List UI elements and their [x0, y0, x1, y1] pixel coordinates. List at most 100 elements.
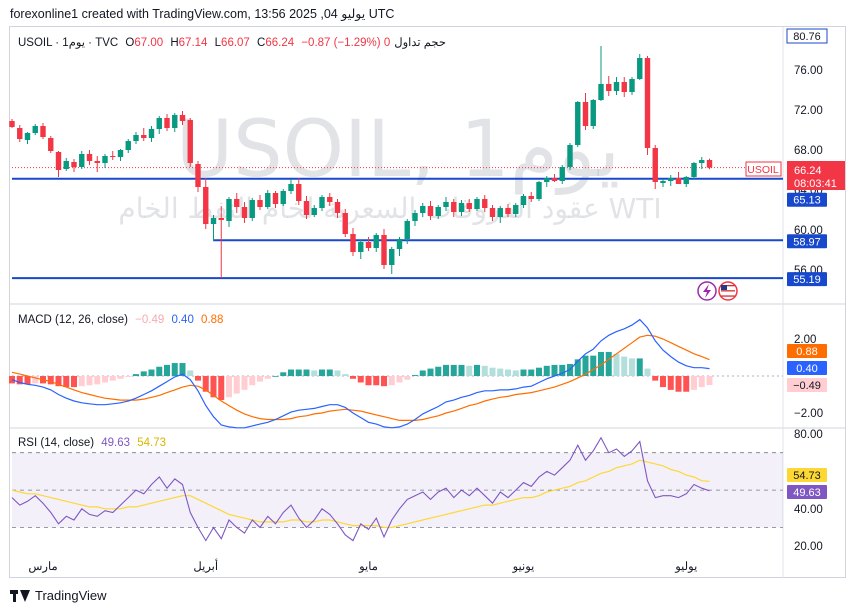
- macd-histogram-bar: [396, 376, 403, 383]
- tradingview-logo-icon: [10, 589, 30, 602]
- candle-body: [241, 207, 248, 218]
- price-high-badge-frame: [786, 28, 828, 44]
- candle-body: [94, 161, 100, 163]
- candle-body: [32, 126, 38, 133]
- candle-body: [559, 167, 565, 181]
- macd-signal-badge-bg: [787, 344, 827, 358]
- candle-body: [683, 177, 689, 184]
- candle-body: [71, 162, 77, 167]
- footer-brand[interactable]: TradingView: [10, 588, 107, 603]
- macd-histogram-bar: [598, 351, 604, 376]
- candle-body: [55, 152, 62, 170]
- macd-histogram-bar: [226, 376, 232, 398]
- time-axis-label: مايو: [358, 560, 378, 573]
- candle-body: [396, 239, 403, 249]
- symbol-badge: USOIL: [747, 164, 779, 176]
- macd-histogram-bar: [528, 369, 535, 376]
- candle-body: [420, 206, 426, 213]
- brand-name: TradingView: [35, 588, 107, 603]
- macd-histogram-bar: [373, 376, 380, 386]
- rsi-pane: 80.00 40.00 20.00: [11, 429, 823, 553]
- candle-body: [110, 156, 116, 157]
- volume-value: 0: [383, 37, 391, 49]
- flag-stripe: [721, 290, 735, 292]
- symbol-badge-bg: [745, 161, 782, 177]
- macd-histogram-bar: [605, 351, 612, 376]
- macd-line: [11, 318, 710, 429]
- macd-pane: 2.00 −2.00: [9, 318, 823, 429]
- macd-histogram-bar: [32, 376, 39, 384]
- candle-body: [24, 133, 31, 140]
- last-price-badge-bg: [787, 161, 845, 190]
- candle-body: [629, 79, 635, 92]
- macd-histogram-bar: [288, 369, 294, 376]
- macd-histogram-bar: [117, 376, 124, 379]
- rsi-title[interactable]: RSI (14, close): [18, 437, 95, 449]
- macd-histogram-bar: [435, 366, 442, 376]
- us-flag-icon: [721, 285, 727, 290]
- volume-label: حجم تداول: [394, 37, 446, 49]
- macd-histogram-bar: [404, 376, 411, 380]
- macd-histogram-bar: [574, 359, 581, 376]
- rsi-tick-label: 80.00: [794, 429, 823, 441]
- macd-histogram-bar: [419, 370, 426, 376]
- macd-histogram-bar: [148, 369, 155, 376]
- candle-body: [699, 160, 705, 163]
- candle-body: [303, 201, 310, 215]
- price-high-badge: 80.76: [793, 31, 821, 43]
- candle-body: [706, 160, 713, 168]
- candle-body: [265, 193, 271, 207]
- candle-body: [505, 208, 511, 214]
- macd-signal-badge: 0.88: [796, 346, 817, 358]
- candle-body: [187, 120, 193, 163]
- macd-histogram-bar: [187, 370, 194, 376]
- level-badge: 55.19: [793, 274, 821, 286]
- macd-title[interactable]: MACD (12, 26, close): [18, 314, 128, 326]
- candle-body: [210, 218, 217, 224]
- candle-body: [412, 213, 418, 221]
- macd-badge-bg: [787, 361, 827, 375]
- time-axis-label: يوليو: [674, 560, 697, 573]
- macd-histogram-bar: [481, 365, 488, 376]
- macd-histogram-bar: [388, 376, 395, 386]
- candle-body: [489, 208, 496, 217]
- macd-histogram-bar: [164, 364, 170, 376]
- candle-body: [575, 102, 581, 145]
- candle-body: [513, 205, 519, 214]
- macd-histogram-bar: [691, 376, 697, 390]
- candle-body: [249, 200, 255, 218]
- candle-body: [381, 235, 387, 265]
- macd-histogram-bar: [365, 376, 372, 386]
- rsi-badge: 49.63: [793, 487, 821, 499]
- macd-histogram-bar: [644, 368, 651, 376]
- candle-body: [606, 84, 612, 91]
- macd-histogram-bar: [55, 376, 62, 387]
- candle-body: [280, 191, 286, 204]
- candle-body: [458, 203, 465, 212]
- macd-histogram-bar: [311, 370, 318, 376]
- candle-body: [660, 181, 666, 183]
- rsi-line: [11, 436, 710, 542]
- candles: [9, 46, 713, 278]
- candle-body: [652, 148, 658, 182]
- macd-histogram-bar: [698, 376, 705, 388]
- price-tick-label: 72.00: [794, 105, 823, 117]
- flag-stripe: [721, 295, 735, 297]
- macd-signal-line: [11, 334, 710, 421]
- macd-histogram-bar: [536, 367, 542, 376]
- macd-histogram-bar: [218, 376, 225, 401]
- candle-body: [668, 178, 674, 181]
- symbol-label[interactable]: USOIL · 1يوم · TVC: [18, 37, 119, 49]
- candle-body: [528, 196, 534, 199]
- candle-body: [234, 199, 240, 207]
- macd-histogram-bar: [613, 353, 620, 376]
- low-value: 66.07: [221, 37, 250, 49]
- candle-body: [520, 196, 527, 205]
- macd-hist-badge-bg: [787, 378, 827, 392]
- panes: [9, 27, 846, 578]
- macd-histogram-bar: [334, 370, 341, 376]
- time-axis: مارس أبريل مايو يونيو يوليو: [28, 558, 697, 573]
- macd-histogram-bar: [125, 376, 132, 377]
